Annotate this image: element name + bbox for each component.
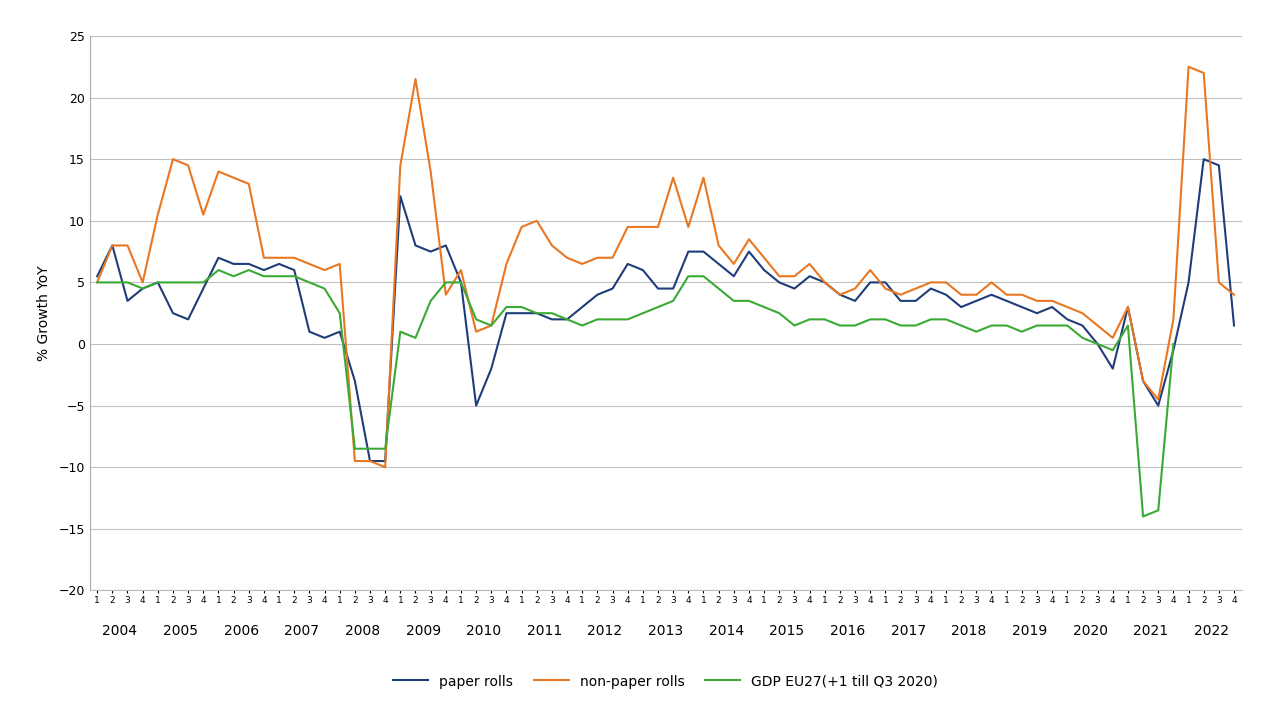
non-paper rolls [863, 266, 878, 274]
non-paper rolls [832, 290, 847, 299]
paper rolls [1226, 321, 1242, 330]
non-paper rolls [1226, 290, 1242, 299]
paper rolls [196, 284, 211, 293]
Legend: paper rolls, non-paper rolls, GDP EU27(+1 till Q3 2020): paper rolls, non-paper rolls, GDP EU27(+… [388, 669, 943, 694]
paper rolls [863, 278, 878, 287]
GDP EU27(+1 till Q3 2020) [998, 321, 1014, 330]
Line: paper rolls: paper rolls [97, 159, 1234, 461]
paper rolls [696, 247, 712, 256]
paper rolls [499, 309, 515, 318]
non-paper rolls [1014, 290, 1029, 299]
paper rolls [1196, 155, 1211, 163]
GDP EU27(+1 till Q3 2020) [847, 321, 863, 330]
non-paper rolls [378, 463, 393, 472]
non-paper rolls [1181, 63, 1197, 71]
non-paper rolls [499, 260, 515, 269]
paper rolls [1014, 302, 1029, 311]
Line: non-paper rolls: non-paper rolls [97, 67, 1234, 467]
GDP EU27(+1 till Q3 2020) [90, 278, 105, 287]
non-paper rolls [196, 210, 211, 219]
GDP EU27(+1 till Q3 2020) [817, 315, 832, 324]
GDP EU27(+1 till Q3 2020) [196, 278, 211, 287]
GDP EU27(+1 till Q3 2020) [484, 321, 499, 330]
paper rolls [832, 290, 847, 299]
GDP EU27(+1 till Q3 2020) [681, 272, 696, 281]
paper rolls [362, 456, 378, 465]
non-paper rolls [696, 174, 712, 182]
Line: GDP EU27(+1 till Q3 2020): GDP EU27(+1 till Q3 2020) [97, 270, 1174, 516]
non-paper rolls [90, 278, 105, 287]
paper rolls [90, 272, 105, 281]
Y-axis label: % Growth YoY: % Growth YoY [37, 266, 51, 361]
